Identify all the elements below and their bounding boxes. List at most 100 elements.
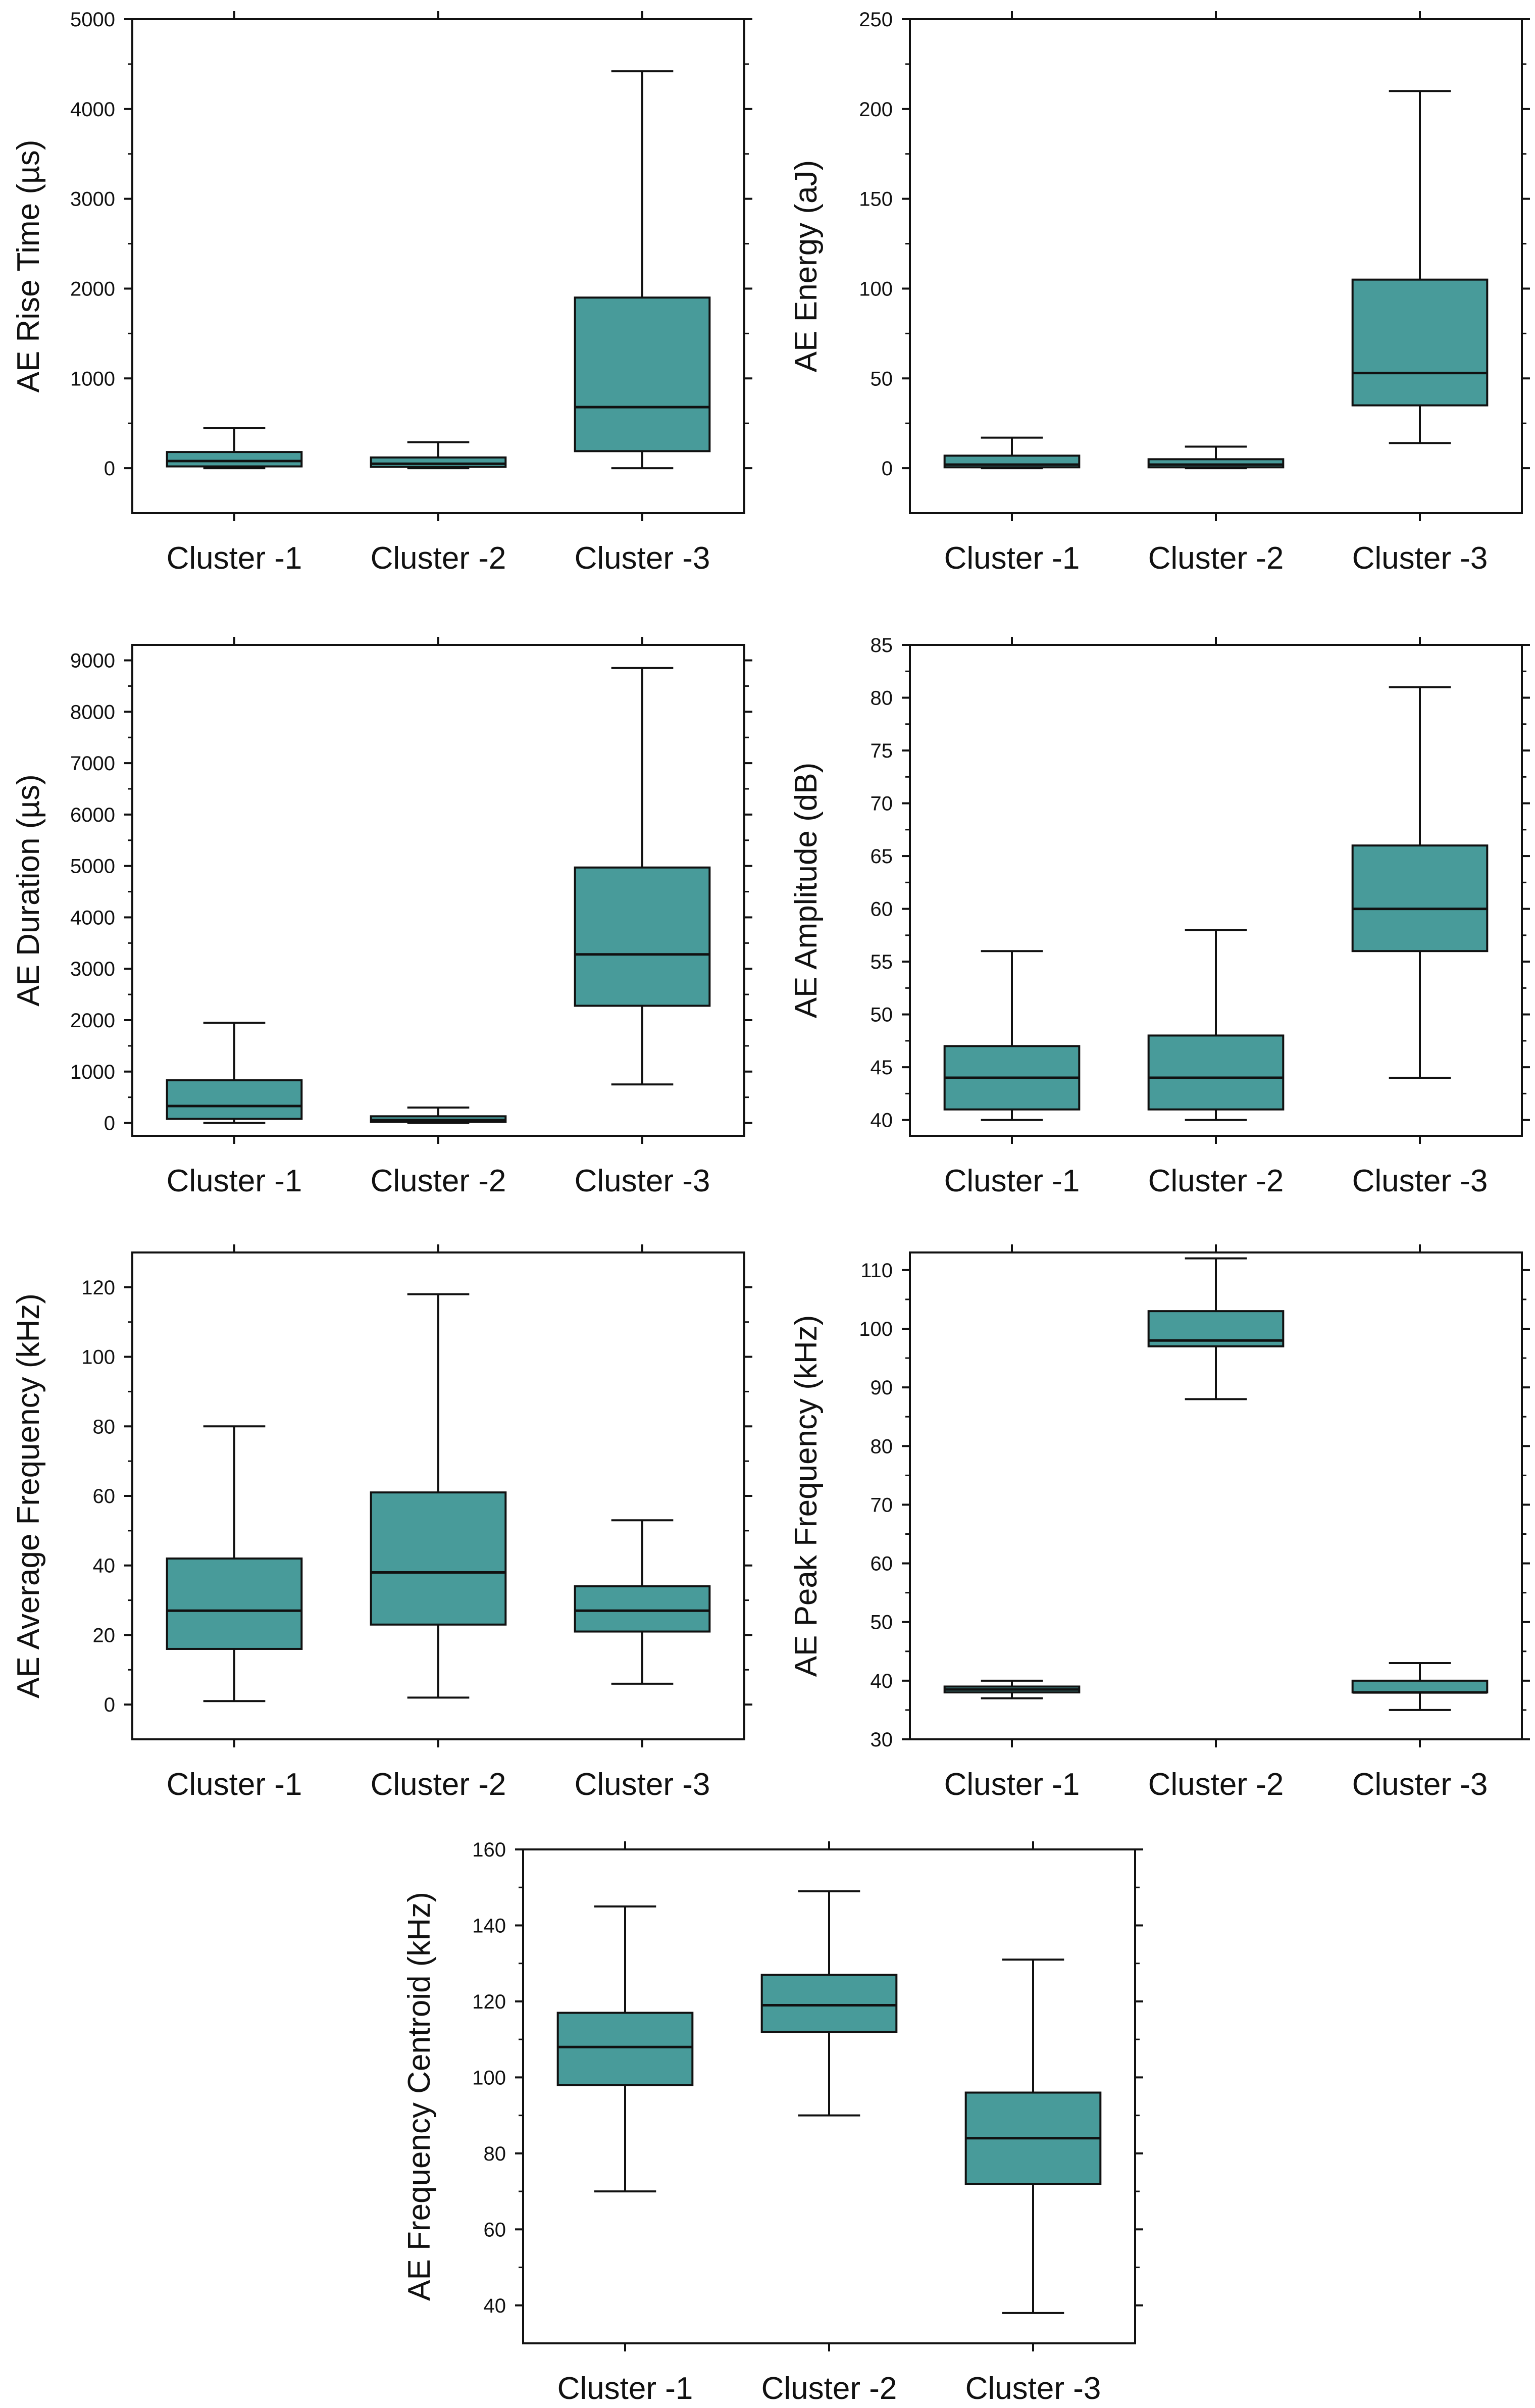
- x-category-label: Cluster -3: [1352, 1164, 1488, 1198]
- y-tick-label: 2000: [70, 278, 115, 300]
- box-frequency-centroid-2: [760, 1974, 898, 2033]
- box-average-frequency-2: [370, 1491, 507, 1626]
- y-tick-label: 40: [871, 1670, 893, 1692]
- x-category-label: Cluster -3: [575, 1767, 710, 1802]
- y-axis-label: AE Energy (aJ): [789, 160, 824, 372]
- y-tick-label: 250: [859, 9, 893, 31]
- x-category-label: Cluster -2: [1148, 541, 1284, 576]
- y-tick-label: 55: [871, 951, 893, 973]
- y-tick-label: 60: [484, 2219, 506, 2241]
- y-tick-label: 40: [93, 1555, 116, 1577]
- x-category-label: Cluster -1: [944, 1767, 1080, 1802]
- y-tick-label: 20: [93, 1624, 116, 1646]
- y-tick-label: 110: [860, 1260, 893, 1282]
- y-tick-label: 120: [472, 1991, 506, 2013]
- y-tick-label: 60: [871, 1553, 893, 1575]
- y-tick-label: 200: [859, 98, 893, 121]
- y-tick-label: 2000: [70, 1010, 115, 1032]
- x-category-label: Cluster -3: [575, 1164, 710, 1198]
- y-axis-label: AE Rise Time (µs): [11, 140, 46, 393]
- y-tick-label: 4000: [70, 98, 115, 121]
- x-category-label: Cluster -1: [557, 2371, 693, 2406]
- box-rise-time-2: [370, 456, 507, 468]
- y-tick-label: 0: [882, 458, 893, 480]
- y-tick-label: 0: [104, 1113, 115, 1135]
- x-category-label: Cluster -3: [965, 2371, 1101, 2406]
- y-tick-label: 5000: [70, 856, 115, 878]
- y-axis-label: AE Peak Frequency (kHz): [789, 1315, 824, 1677]
- y-tick-label: 85: [871, 634, 893, 657]
- y-tick-label: 50: [871, 368, 893, 390]
- y-axis-label: AE Amplitude (dB): [789, 763, 824, 1019]
- y-tick-label: 70: [871, 1494, 893, 1516]
- y-tick-label: 7000: [70, 752, 115, 775]
- box-peak-frequency-3: [1351, 1679, 1489, 1694]
- panel-duration: 0 1000 2000 3000 4000 5000 6000 7000 8000 9000 AE …: [11, 637, 752, 1198]
- box-duration-1: [166, 1079, 303, 1120]
- y-tick-label: 5000: [70, 9, 115, 31]
- y-axis-label: AE Frequency Centroid (kHz): [402, 1892, 437, 2301]
- y-tick-label: 40: [484, 2295, 506, 2317]
- y-tick-label: 80: [871, 687, 893, 710]
- y-tick-label: 50: [871, 1004, 893, 1026]
- y-tick-label: 0: [104, 458, 115, 480]
- box-rise-time-1: [166, 451, 303, 468]
- panel-rise-time: 0 1000 2000 3000 4000 5000 AE Rise Time (µs) Cl…: [11, 9, 752, 576]
- x-category-label: Cluster -2: [1148, 1164, 1284, 1198]
- box-frequency-centroid-1: [556, 2012, 694, 2086]
- x-category-label: Cluster -3: [575, 541, 710, 576]
- plot-frame: [909, 18, 1523, 514]
- y-tick-label: 40: [871, 1110, 893, 1132]
- y-tick-label: 50: [871, 1612, 893, 1634]
- x-category-label: Cluster -3: [1352, 1767, 1488, 1802]
- y-tick-label: 160: [472, 1839, 506, 1861]
- y-tick-label: 100: [859, 278, 893, 300]
- y-tick-label: 100: [472, 2067, 506, 2089]
- y-tick-label: 8000: [70, 701, 115, 723]
- y-axis-label: AE Duration (µs): [11, 774, 46, 1007]
- x-category-label: Cluster -1: [167, 541, 302, 576]
- panel-average-frequency: 0 20 40 60 80 100 120 AE Average Frequency (kHz…: [11, 1244, 752, 1802]
- box-duration-3: [574, 866, 711, 1007]
- x-category-label: Cluster -1: [944, 541, 1080, 576]
- y-tick-label: 75: [871, 740, 893, 762]
- box-amplitude-2: [1147, 1034, 1285, 1111]
- panel-amplitude: 40 45 50 55 60 65 70 75 80 85 AE Amplitude (dB) Clu…: [789, 634, 1530, 1198]
- y-tick-label: 4000: [70, 907, 115, 929]
- y-tick-label: 65: [871, 845, 893, 868]
- x-category-label: Cluster -2: [371, 1767, 506, 1802]
- box-amplitude-3: [1351, 844, 1489, 952]
- x-category-label: Cluster -2: [1148, 1767, 1284, 1802]
- y-axis-label: AE Average Frequency (kHz): [11, 1293, 46, 1698]
- y-tick-label: 150: [859, 188, 893, 211]
- x-category-label: Cluster -3: [1352, 541, 1488, 576]
- y-tick-label: 9000: [70, 650, 115, 672]
- box-average-frequency-3: [574, 1585, 711, 1633]
- y-tick-label: 45: [871, 1057, 893, 1079]
- box-energy-3: [1351, 278, 1489, 407]
- y-tick-label: 90: [871, 1377, 893, 1399]
- y-tick-label: 120: [81, 1277, 115, 1299]
- panel-frequency-centroid: 40 60 80 100 120 140 160 AE Frequency Centroid …: [402, 1839, 1143, 2406]
- y-tick-label: 6000: [70, 804, 115, 826]
- y-tick-label: 70: [871, 793, 893, 815]
- y-tick-label: 1000: [70, 368, 115, 390]
- x-category-label: Cluster -2: [761, 2371, 897, 2406]
- x-category-label: Cluster -1: [167, 1767, 302, 1802]
- y-tick-label: 100: [81, 1346, 115, 1369]
- panel-energy: 0 50 100 150 200 250 AE Energy (aJ) Cluster -1 C…: [789, 9, 1530, 576]
- y-tick-label: 30: [871, 1729, 893, 1751]
- box-energy-2: [1147, 458, 1285, 469]
- y-tick-label: 3000: [70, 188, 115, 211]
- y-tick-label: 140: [472, 1915, 506, 1937]
- y-tick-label: 80: [484, 2143, 506, 2165]
- y-tick-label: 80: [93, 1416, 116, 1438]
- x-category-label: Cluster -2: [371, 1164, 506, 1198]
- y-tick-label: 0: [104, 1694, 115, 1716]
- y-tick-label: 60: [871, 898, 893, 921]
- y-tick-label: 100: [859, 1318, 893, 1340]
- panel-peak-frequency: 30 40 50 60 70 80 90 100 110 AE Peak Frequency (k…: [789, 1244, 1530, 1802]
- x-category-label: Cluster -1: [167, 1164, 302, 1198]
- y-tick-label: 1000: [70, 1061, 115, 1083]
